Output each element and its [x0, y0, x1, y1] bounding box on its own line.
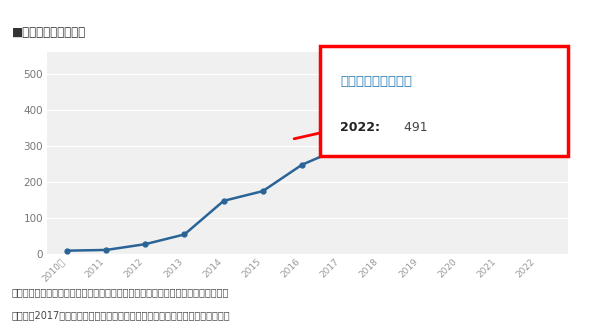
Text: 491: 491 [400, 121, 427, 134]
Text: （注）日本交通、国際自動車、大和自動車、帝都自動車、日の丸交通の合計。帝都: （注）日本交通、国際自動車、大和自動車、帝都自動車、日の丸交通の合計。帝都 [12, 287, 229, 297]
Text: 新卒採用者数（人）: 新卒採用者数（人） [340, 75, 413, 88]
Text: ■新卒採用者数（人）: ■新卒採用者数（人） [12, 26, 86, 39]
Text: 2022:: 2022: [340, 121, 381, 134]
Text: 自動車の2017年以前は回答なし　　（出所）各社への取材を基に東洋経済作成: 自動車の2017年以前は回答なし （出所）各社への取材を基に東洋経済作成 [12, 310, 230, 320]
